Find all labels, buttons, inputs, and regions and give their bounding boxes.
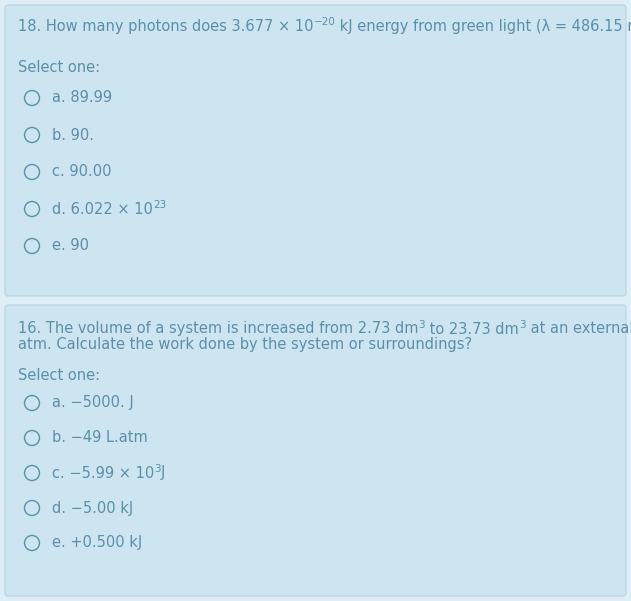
Text: 3: 3 (519, 320, 526, 330)
Text: 16. The volume of a system is increased from 2.73 dm: 16. The volume of a system is increased … (18, 322, 418, 337)
Text: 18. How many photons does 3.677 × 10: 18. How many photons does 3.677 × 10 (18, 19, 314, 34)
FancyBboxPatch shape (5, 5, 626, 296)
Text: b. −49 L.atm: b. −49 L.atm (52, 430, 148, 445)
Text: a. 89.99: a. 89.99 (52, 91, 112, 106)
Text: c. 90.00: c. 90.00 (52, 165, 112, 180)
Text: d. 6.022 × 10: d. 6.022 × 10 (52, 201, 153, 216)
Text: 3: 3 (154, 464, 161, 474)
Text: J: J (161, 466, 165, 481)
Text: Select one:: Select one: (18, 367, 100, 382)
Text: d. −5.00 kJ: d. −5.00 kJ (52, 501, 133, 516)
Text: 23: 23 (153, 200, 166, 210)
Text: 3: 3 (418, 320, 425, 330)
Text: e. 90: e. 90 (52, 239, 89, 254)
Text: atm. Calculate the work done by the system or surroundings?: atm. Calculate the work done by the syst… (18, 338, 472, 353)
FancyBboxPatch shape (5, 305, 626, 596)
Text: Select one:: Select one: (18, 61, 100, 76)
Text: a. −5000. J: a. −5000. J (52, 395, 134, 410)
Text: c. −5.99 × 10: c. −5.99 × 10 (52, 466, 154, 481)
Text: at an external pressure of 2.35: at an external pressure of 2.35 (526, 322, 631, 337)
Text: −20: −20 (314, 17, 335, 27)
Text: kJ energy from green light (λ = 486.15 nm) have?: kJ energy from green light (λ = 486.15 n… (335, 19, 631, 34)
Text: e. +0.500 kJ: e. +0.500 kJ (52, 535, 142, 551)
Text: b. 90.: b. 90. (52, 127, 94, 142)
Text: to 23.73 dm: to 23.73 dm (425, 322, 519, 337)
